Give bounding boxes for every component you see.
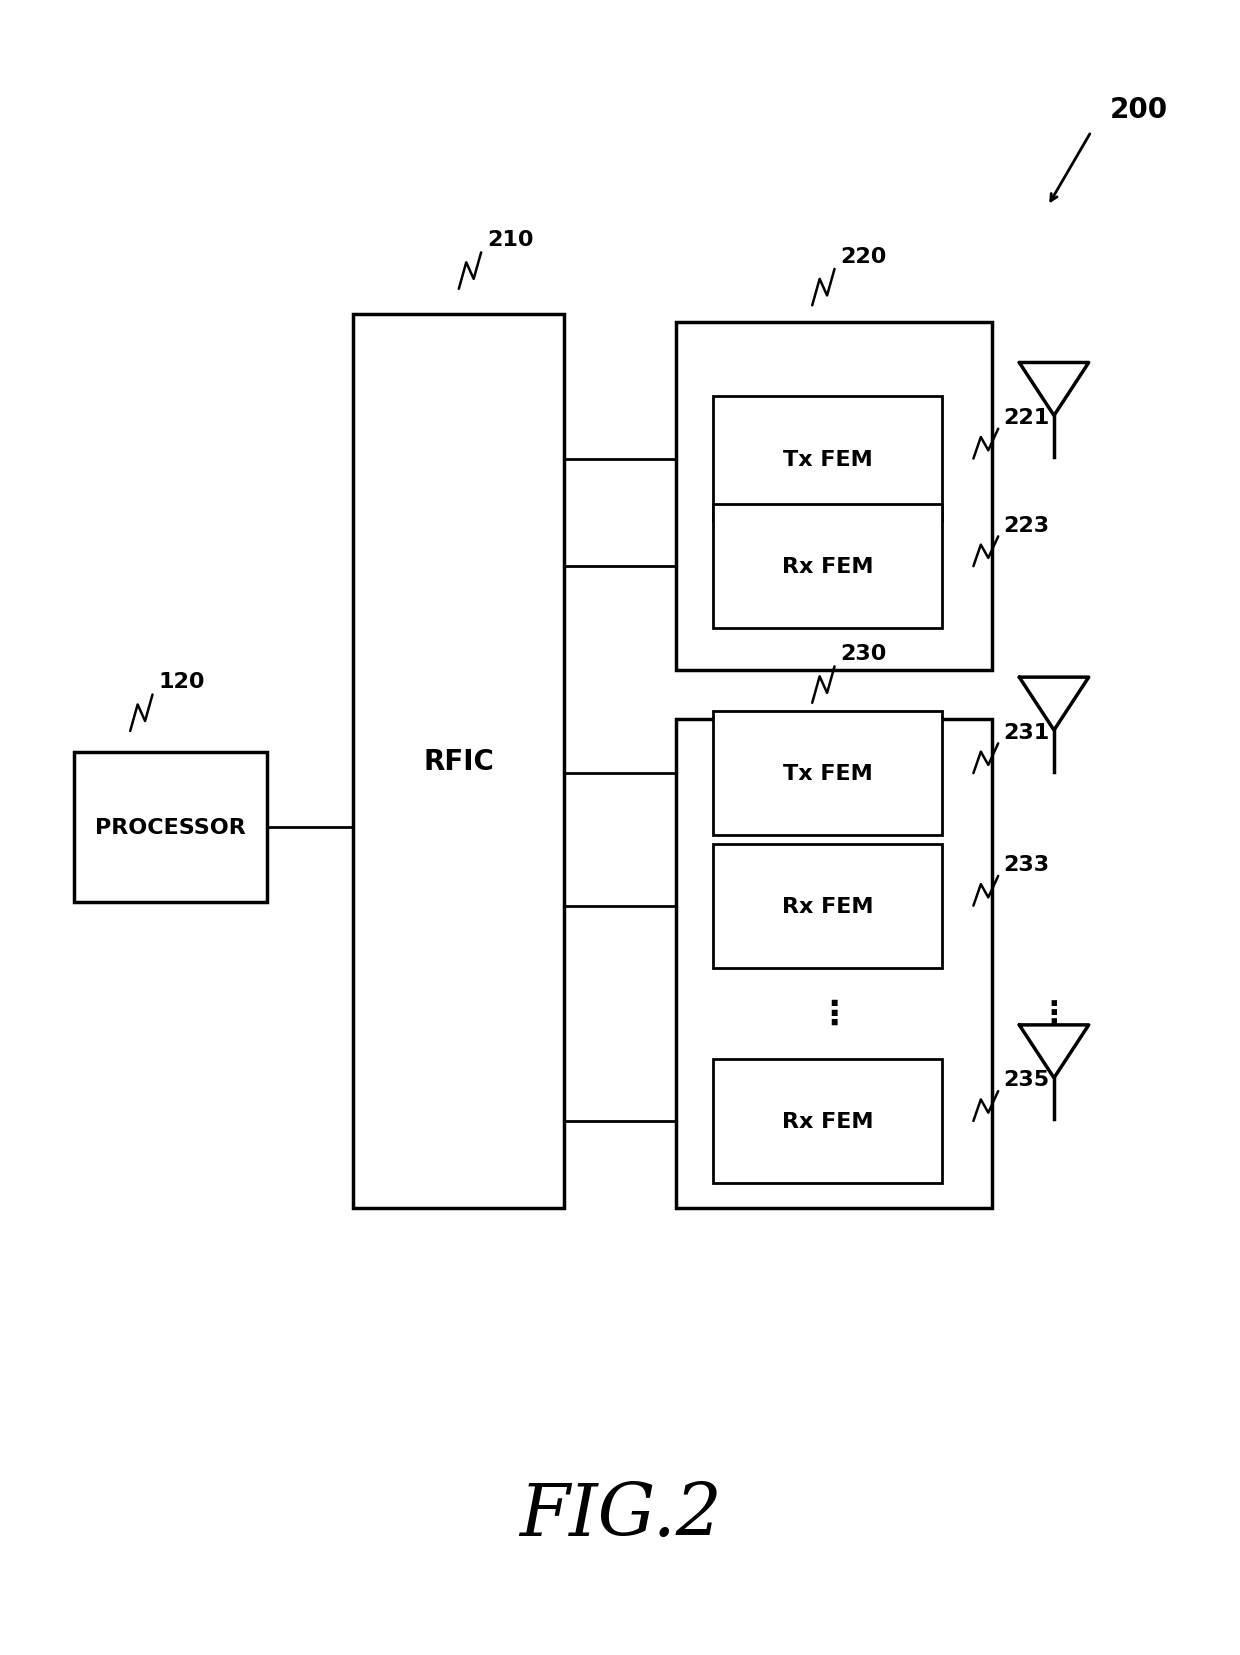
Bar bbox=[713, 712, 942, 836]
Text: ⋮: ⋮ bbox=[1039, 1000, 1069, 1028]
Bar bbox=[713, 397, 942, 521]
Text: ⋮: ⋮ bbox=[817, 998, 851, 1029]
Text: Rx FEM: Rx FEM bbox=[782, 556, 873, 578]
Text: 220: 220 bbox=[841, 247, 887, 266]
Text: Tx FEM: Tx FEM bbox=[782, 449, 873, 470]
Bar bbox=[676, 323, 992, 670]
Text: Rx FEM: Rx FEM bbox=[782, 895, 873, 917]
Text: 235: 235 bbox=[1003, 1069, 1049, 1091]
Text: PROCESSOR: PROCESSOR bbox=[95, 818, 246, 837]
Bar bbox=[74, 753, 267, 902]
Text: 231: 231 bbox=[1003, 722, 1049, 741]
Text: 233: 233 bbox=[1003, 854, 1049, 874]
Bar bbox=[713, 505, 942, 629]
Text: 230: 230 bbox=[841, 644, 887, 664]
Text: RFIC: RFIC bbox=[423, 748, 495, 775]
Text: 221: 221 bbox=[1003, 407, 1049, 427]
Bar bbox=[353, 314, 564, 1208]
Text: 210: 210 bbox=[487, 230, 533, 250]
Text: 223: 223 bbox=[1003, 515, 1049, 536]
Text: 120: 120 bbox=[159, 672, 206, 692]
Bar bbox=[713, 844, 942, 968]
Bar bbox=[676, 720, 992, 1208]
Text: FIG.2: FIG.2 bbox=[518, 1480, 722, 1549]
Text: Rx FEM: Rx FEM bbox=[782, 1111, 873, 1132]
Bar bbox=[713, 1059, 942, 1183]
Text: Tx FEM: Tx FEM bbox=[782, 763, 873, 784]
Text: 200: 200 bbox=[1110, 96, 1168, 124]
